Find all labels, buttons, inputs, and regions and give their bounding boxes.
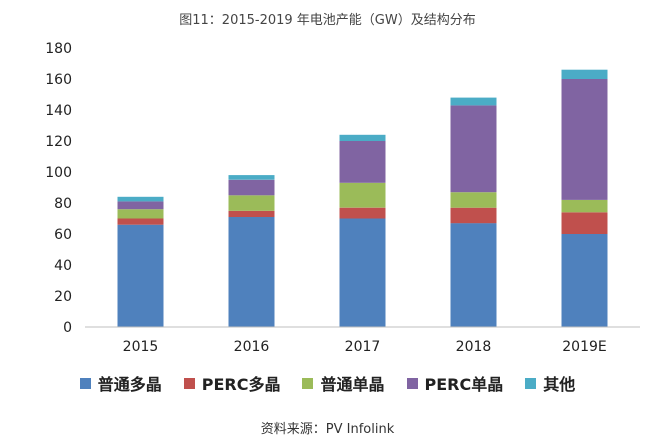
bar-2019E-series-3 (561, 79, 608, 200)
y-tick-label: 80 (54, 196, 72, 212)
y-tick-label: 40 (54, 258, 72, 274)
legend-item: 其他 (525, 371, 575, 395)
source-note: 资料来源：PV Infolink (260, 422, 395, 437)
legend-label: PERC多晶 (201, 375, 281, 394)
x-tick-label: 2017 (345, 339, 381, 355)
legend-swatch (183, 377, 195, 389)
bar-2016-series-3 (228, 179, 275, 196)
bar-2019E-series-2 (561, 199, 608, 213)
bar-2015-series-0 (117, 224, 164, 327)
y-tick-label: 140 (45, 103, 72, 119)
bar-2015-series-1 (117, 218, 164, 225)
legend-item: 普通多晶 (79, 371, 162, 395)
x-tick-label: 2016 (234, 339, 270, 355)
bar-2017-series-0 (339, 218, 386, 327)
x-tick-label: 2018 (456, 339, 492, 355)
bar-2018-series-4 (450, 97, 497, 106)
legend-item: PERC单晶 (406, 371, 504, 395)
legend-swatch (302, 377, 314, 389)
legend-label: 普通单晶 (320, 375, 385, 394)
legend-swatch (525, 377, 537, 389)
chart-title: 图11：2015-2019 年电池产能（GW）及结构分布 (179, 13, 476, 28)
bar-2016-series-2 (228, 195, 275, 211)
legend-item: PERC多晶 (183, 371, 281, 395)
bar-2018-series-2 (450, 192, 497, 208)
bar-2015-series-4 (117, 196, 164, 202)
bar-2018-series-3 (450, 105, 497, 193)
bar-2018-series-1 (450, 207, 497, 224)
bar-2015-series-2 (117, 209, 164, 219)
bar-2016-series-1 (228, 210, 275, 217)
bar-2015-series-3 (117, 201, 164, 210)
bar-2019E-series-0 (561, 234, 608, 327)
x-tick-label: 2015 (123, 339, 159, 355)
bar-2017-series-2 (339, 182, 386, 208)
bar-2016-series-0 (228, 216, 275, 327)
bar-2017-series-3 (339, 141, 386, 183)
bar-2019E-series-1 (561, 212, 608, 234)
y-tick-label: 20 (54, 289, 72, 305)
bar-2016-series-4 (228, 175, 275, 180)
legend-swatch (79, 377, 91, 389)
bar-2017-series-4 (339, 134, 386, 141)
bar-2018-series-0 (450, 223, 497, 327)
y-tick-label: 160 (45, 72, 72, 88)
legend-item: 普通单晶 (302, 371, 385, 395)
y-tick-label: 120 (45, 134, 72, 150)
y-tick-label: 180 (45, 41, 72, 57)
y-tick-label: 60 (54, 227, 72, 243)
legend-label: 普通多晶 (97, 375, 162, 394)
legend: 普通多晶 PERC多晶 普通单晶 PERC单晶 其他 (0, 371, 655, 395)
bar-2017-series-1 (339, 207, 386, 219)
x-tick-label: 2019E (562, 339, 606, 355)
y-tick-label: 0 (63, 320, 72, 336)
axes-group: 0 20 40 60 80 100 120 140 160 180 2015 2016 2017 2018… (45, 41, 640, 355)
bars-group (117, 69, 608, 327)
bar-2019E-series-4 (561, 69, 608, 79)
legend-swatch (406, 377, 418, 389)
y-tick-label: 100 (45, 165, 72, 181)
legend-label: PERC单晶 (424, 375, 504, 394)
legend-label: 其他 (543, 375, 576, 394)
